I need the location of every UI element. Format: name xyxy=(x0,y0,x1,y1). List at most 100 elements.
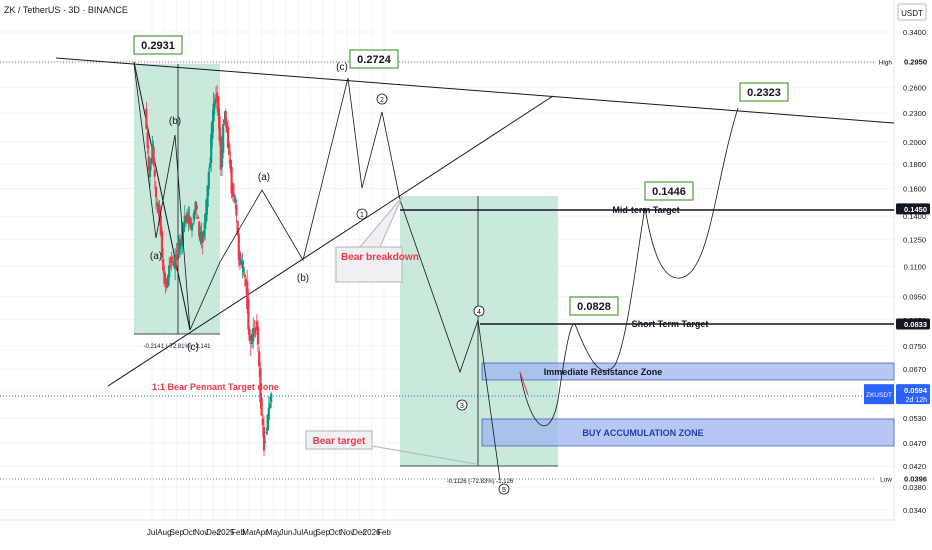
candle-body xyxy=(260,397,263,416)
candle-body xyxy=(243,274,246,278)
time-tick-label: Jun xyxy=(280,528,293,537)
svg-text:Bear target: Bear target xyxy=(313,436,366,447)
candle-body xyxy=(182,223,185,233)
candle-body xyxy=(266,414,269,431)
candle-body xyxy=(175,254,178,260)
price-tick-label: 0.1800 xyxy=(903,160,926,169)
price-marker-bg xyxy=(896,318,930,330)
candle-body xyxy=(259,368,262,403)
candle-body xyxy=(199,231,202,240)
price-tick-label: 0.2600 xyxy=(903,84,926,93)
wave-circle-4: 4 xyxy=(473,305,485,317)
candle-body xyxy=(188,217,191,225)
candle-body xyxy=(235,205,238,216)
candle-body xyxy=(208,163,212,168)
time-tick-label: Jul xyxy=(147,528,157,537)
candle-body xyxy=(254,328,257,330)
candle-body xyxy=(190,223,194,231)
candle-body xyxy=(160,230,164,258)
symbol-title: ZK / TetherUS · 3D · BINANCE xyxy=(4,5,128,15)
candle-body xyxy=(176,250,179,252)
price-marker-sub: 2d 12h xyxy=(906,397,928,404)
candle-body xyxy=(253,328,256,334)
price-tick-label: 0.2300 xyxy=(903,109,926,118)
candle-body xyxy=(147,156,150,171)
bear-pennant-note: 1:1 Bear Pennant Target done xyxy=(152,382,279,392)
target-text-1: 0.2931 xyxy=(141,40,175,52)
time-tick-label: Feb xyxy=(231,528,245,537)
wave-path-abc xyxy=(133,63,401,331)
price-tick-label: 0.0380 xyxy=(903,483,926,492)
candle-body xyxy=(244,279,248,286)
price-marker-label: Low xyxy=(880,476,892,483)
price-tick-label: 0.0750 xyxy=(903,342,926,351)
candle-body xyxy=(234,196,237,203)
candle-body xyxy=(165,280,168,288)
price-marker-bg xyxy=(896,472,930,484)
candle-body xyxy=(172,263,176,267)
price-marker-value: 0.0396 xyxy=(904,474,927,483)
currency-badge[interactable] xyxy=(897,3,927,21)
candle-body xyxy=(207,171,210,189)
price-marker-value: 0.0594 xyxy=(904,386,928,395)
candle-body xyxy=(240,259,243,264)
candle-body xyxy=(157,204,160,214)
callout-bear-target: Bear target xyxy=(305,430,477,465)
time-tick-label: Jul xyxy=(293,528,303,537)
wave-label-c1: (c) xyxy=(187,342,199,353)
price-tick-label: 0.0950 xyxy=(903,293,926,302)
candle-body xyxy=(217,96,220,117)
candle-body xyxy=(170,257,173,261)
price-axis-bg xyxy=(894,0,932,520)
candle-body xyxy=(148,164,152,178)
candle-body xyxy=(226,126,230,148)
candle-body xyxy=(216,92,219,103)
price-axis[interactable]: USDT 0.3400 0.2950 0.2600 0.2300 0.2000 0.180… xyxy=(893,0,932,520)
callout-bear-breakdown: Bear breakdown xyxy=(335,196,419,283)
candle-body xyxy=(152,146,155,165)
candle-body xyxy=(202,230,206,238)
candle-body xyxy=(268,403,272,409)
time-tick-label: Nov xyxy=(194,528,208,537)
wave-circle-3: 3 xyxy=(456,399,468,411)
time-tick-label: Aug xyxy=(303,528,317,537)
candle-body xyxy=(180,239,183,243)
price-tick-label: 0.1100 xyxy=(904,262,926,271)
price-marker-bg xyxy=(896,55,930,67)
svg-text:4: 4 xyxy=(477,309,481,316)
candle-body xyxy=(258,351,261,367)
candle-body xyxy=(186,212,189,224)
candle-body xyxy=(255,321,258,331)
mid-term-target-label: Mid-term Target xyxy=(612,205,679,215)
buy-accumulation-zone xyxy=(481,418,895,447)
price-tick-label: 0.1250 xyxy=(903,236,926,245)
candle-body xyxy=(231,184,234,198)
candle-body xyxy=(177,239,180,255)
price-marker-value: 0.2950 xyxy=(904,57,927,66)
candle-body xyxy=(166,275,170,287)
price-marker-label: ZKUSDT xyxy=(866,392,892,399)
price-tick-label: 0.1400 xyxy=(903,212,926,221)
measure-text-1: -0.2141 (-72.81%) -2,141 xyxy=(143,344,211,350)
price-marker-bg xyxy=(896,203,930,215)
candle-body xyxy=(168,265,171,278)
time-tick-label: Aug xyxy=(157,528,171,537)
candle-body xyxy=(183,215,186,225)
candle-body xyxy=(206,185,209,208)
wave-circle-1: 1 xyxy=(356,208,368,220)
wave-label-a2: (a) xyxy=(258,172,270,183)
candle-body xyxy=(174,257,177,270)
lower-trendline xyxy=(107,95,554,387)
candle-body xyxy=(265,432,268,434)
green-measure-zone-1 xyxy=(134,64,220,334)
time-tick-label: 2025 xyxy=(217,528,235,537)
target-text-5: 0.2323 xyxy=(747,87,781,99)
target-text-2: 0.2724 xyxy=(357,54,392,66)
time-tick-label: Apr xyxy=(255,528,268,537)
candle-body xyxy=(198,221,201,237)
candle-body xyxy=(146,131,149,148)
candle-body xyxy=(184,216,188,218)
